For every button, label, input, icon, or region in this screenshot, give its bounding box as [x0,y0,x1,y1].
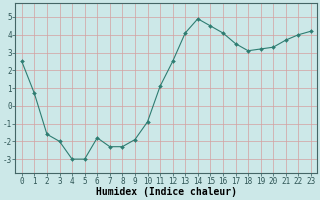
X-axis label: Humidex (Indice chaleur): Humidex (Indice chaleur) [96,187,237,197]
